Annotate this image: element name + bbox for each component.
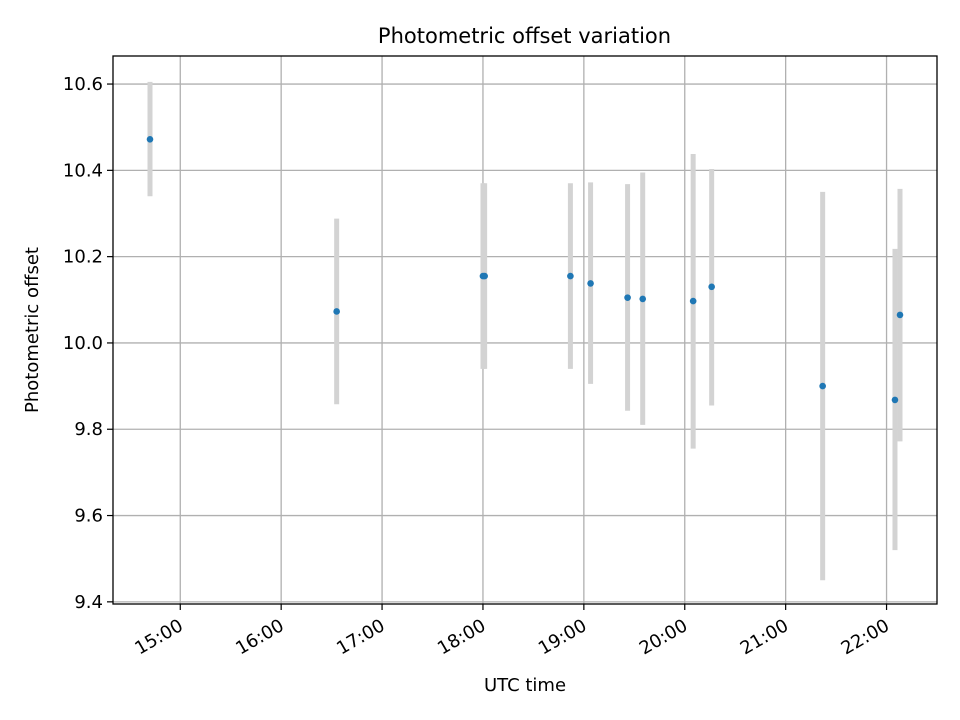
data-point [891, 396, 899, 404]
x-tick-label: 17:00 [333, 615, 388, 659]
x-tick-label: 18:00 [434, 615, 489, 659]
data-point [819, 382, 826, 390]
data-point [587, 280, 594, 287]
data-point [639, 295, 647, 303]
plot-frame [112, 55, 938, 605]
x-axis-label: UTC time [484, 675, 566, 696]
x-tick-label: 15:00 [131, 615, 186, 659]
y-tick-label: 10.6 [63, 74, 103, 95]
grid [113, 56, 937, 604]
data-point [624, 294, 631, 301]
x-tick-label: 19:00 [535, 615, 590, 659]
data-point [481, 272, 488, 280]
y-tick-label: 10.0 [63, 333, 103, 354]
y-tick-label: 10.4 [63, 160, 103, 181]
data-point [146, 135, 154, 143]
y-tick-label: 9.6 [74, 506, 103, 527]
y-tick-label: 10.2 [63, 247, 103, 268]
y-tick-label: 9.4 [74, 592, 103, 613]
y-axis-label: Photometric offset [22, 247, 43, 413]
x-tick-label: 21:00 [737, 615, 792, 659]
data-point [333, 308, 340, 315]
x-tick-label: 22:00 [838, 615, 893, 659]
error-bars [147, 81, 903, 581]
x-axis: 15:00 16:00 17:00 18:00 19:00 20:00 21:00 22:00 [131, 604, 893, 659]
data-points [146, 135, 904, 404]
data-point [567, 272, 574, 280]
chart-title: Photometric offset variation [378, 24, 671, 48]
x-tick-label: 16:00 [232, 615, 287, 659]
x-tick-label: 20:00 [636, 615, 691, 659]
data-point [708, 283, 715, 291]
data-point [896, 311, 904, 319]
data-point [689, 297, 697, 305]
y-tick-label: 9.8 [74, 419, 103, 440]
y-axis: 9.4 9.6 9.8 10.0 10.2 10.4 10.6 [63, 74, 113, 613]
